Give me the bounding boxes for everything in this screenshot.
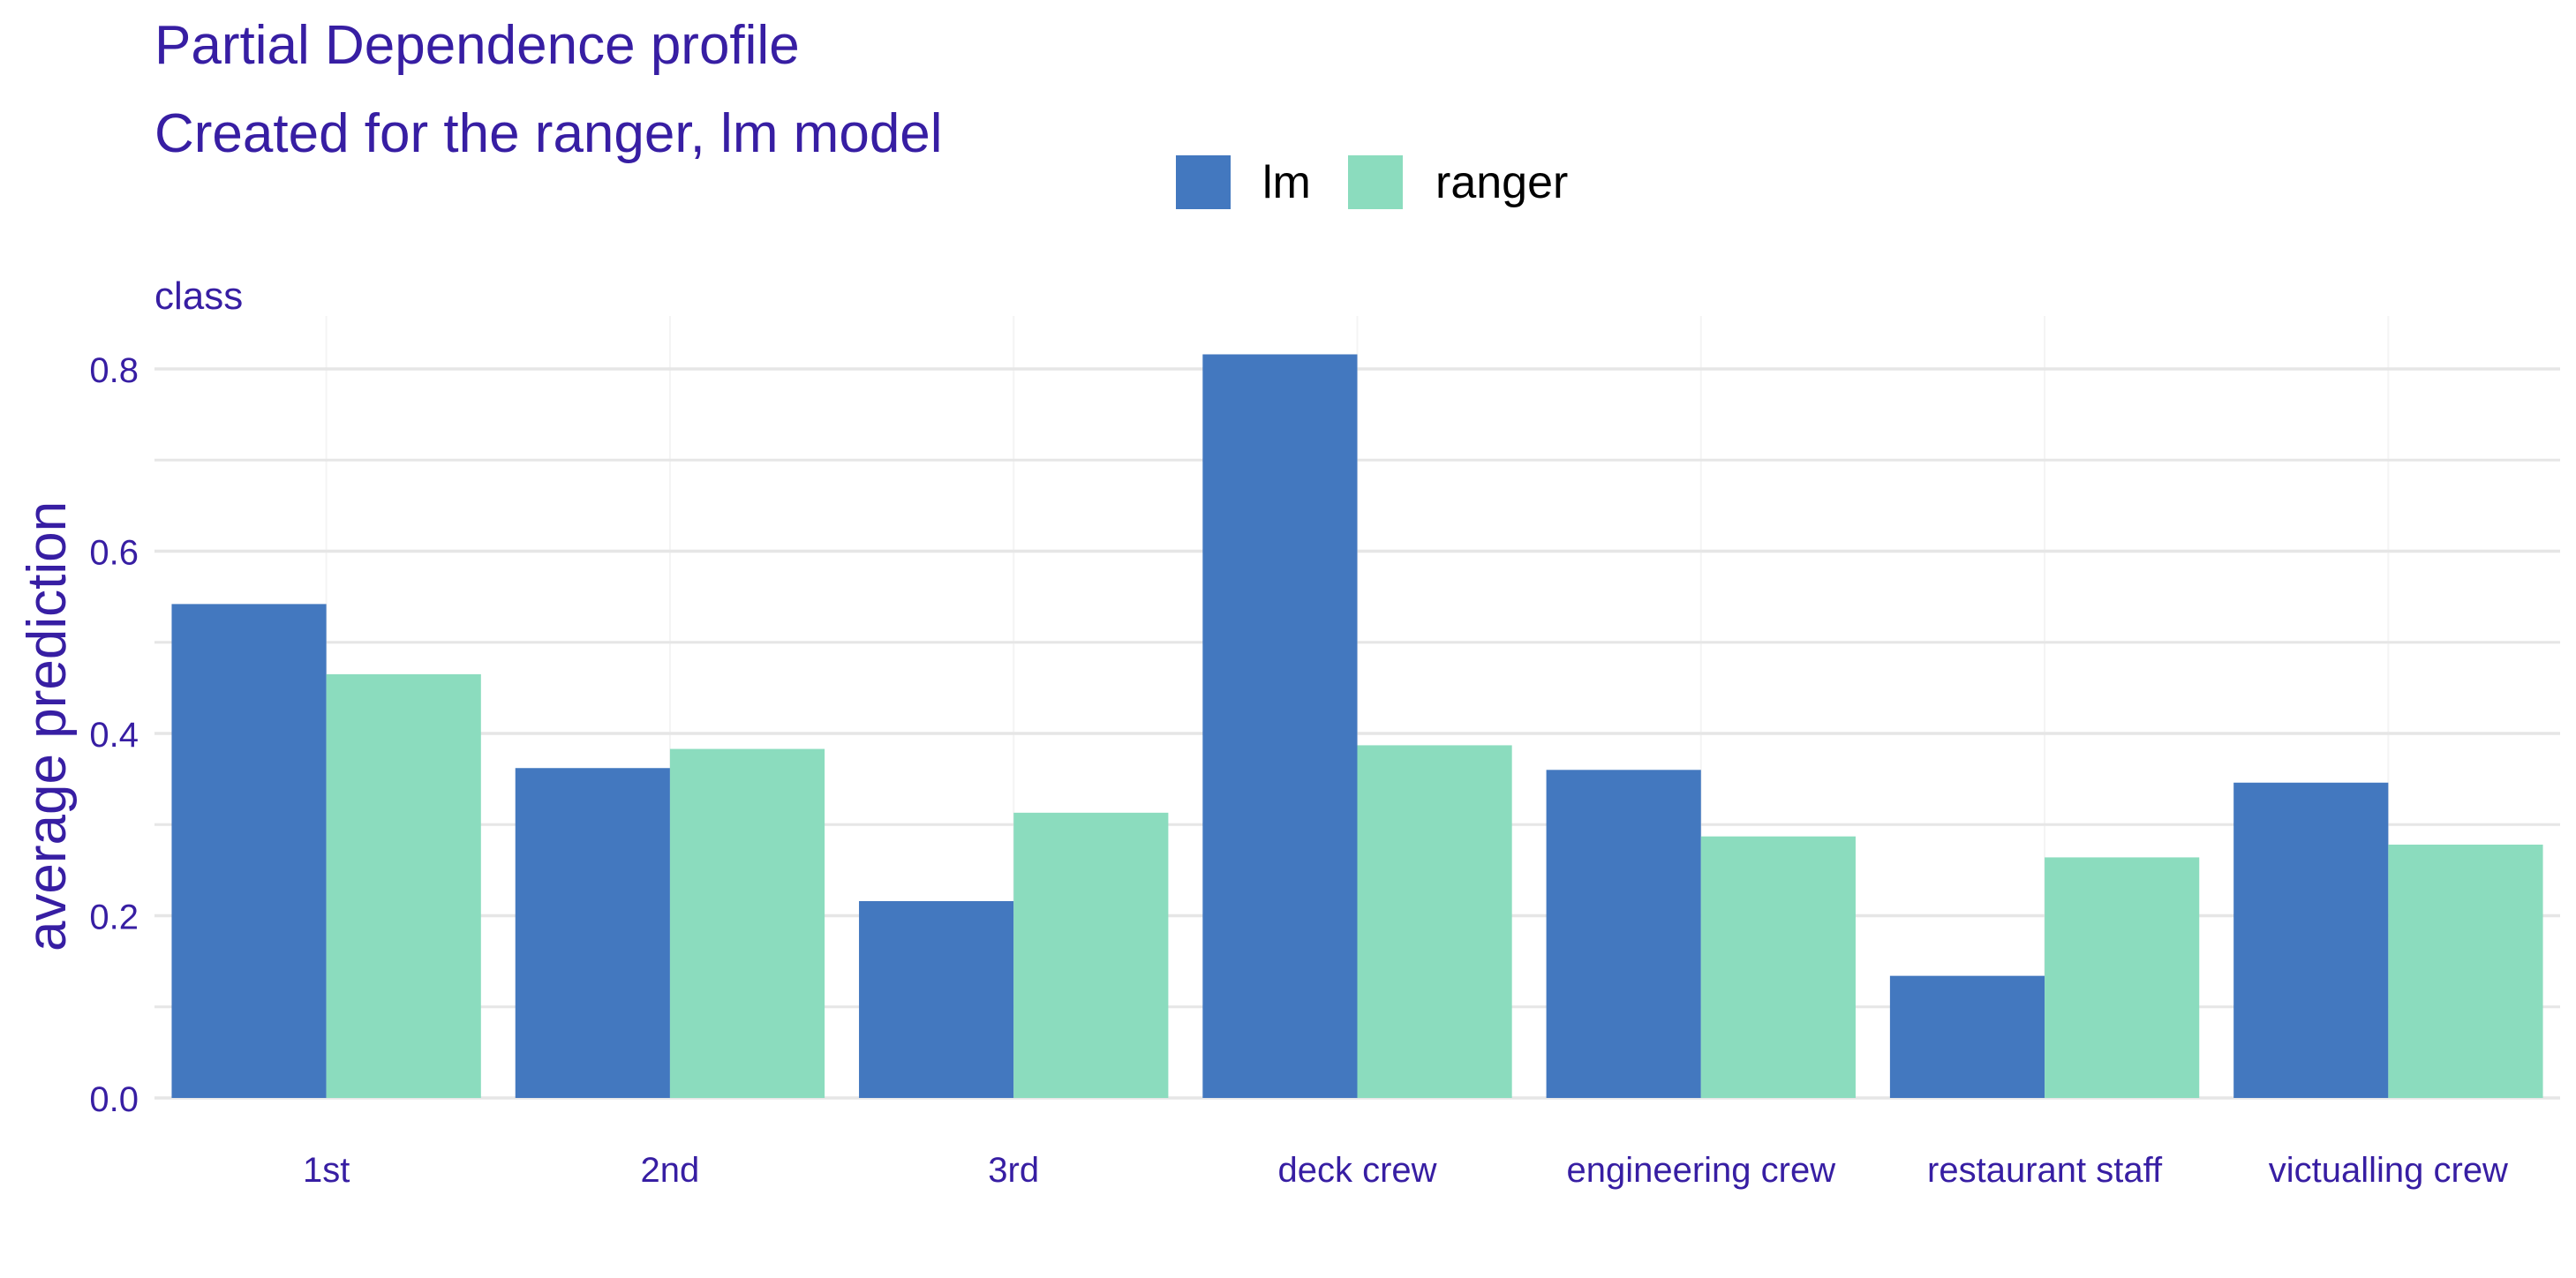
- legend: lm ranger: [1176, 155, 1568, 209]
- x-tick-label: 3rd: [988, 1151, 1039, 1190]
- bar-lm-1st: [171, 604, 327, 1098]
- chart-title: Partial Dependence profile: [154, 15, 800, 76]
- y-tick-label: 0.0: [89, 1080, 139, 1119]
- bar-ranger-1st: [326, 673, 481, 1098]
- bar-lm-victualling-crew: [2233, 782, 2389, 1098]
- y-tick-label: 0.8: [89, 351, 139, 390]
- bar-ranger-restaurant-staff: [2045, 857, 2200, 1098]
- y-tick-labels: 0.0 0.2 0.4 0.6 0.8: [89, 351, 139, 1119]
- x-tick-label: 2nd: [641, 1151, 700, 1190]
- legend-swatch-ranger: [1348, 155, 1403, 209]
- y-tick-label: 0.2: [89, 898, 139, 937]
- bar-lm-engineering-crew: [1546, 770, 1701, 1098]
- bar-lm-restaurant-staff: [1889, 975, 2045, 1098]
- bar-lm-deck-crew: [1202, 354, 1358, 1099]
- legend-label-ranger: ranger: [1435, 157, 1568, 208]
- x-tick-label: victualling crew: [2269, 1151, 2508, 1190]
- bar-ranger-2nd: [669, 748, 825, 1098]
- chart-subtitle: Created for the ranger, lm model: [154, 103, 943, 164]
- bar-lm-3rd: [859, 900, 1014, 1098]
- bar-ranger-victualling-crew: [2388, 844, 2543, 1098]
- y-axis-title: average prediction: [17, 501, 78, 951]
- legend-swatch-lm: [1176, 155, 1231, 209]
- legend-label-lm: lm: [1262, 157, 1311, 208]
- bar-ranger-deck-crew: [1357, 745, 1512, 1098]
- x-tick-labels: 1st 2nd 3rd deck crew engineering crew restau…: [303, 1151, 2508, 1190]
- x-tick-label: restaurant staff: [1927, 1151, 2163, 1190]
- bar-ranger-engineering-crew: [1700, 836, 1856, 1098]
- x-tick-label: 1st: [303, 1151, 350, 1190]
- bars: [171, 354, 2543, 1099]
- facet-label: class: [154, 274, 243, 318]
- y-tick-label: 0.4: [89, 716, 139, 755]
- x-tick-label: deck crew: [1277, 1151, 1436, 1190]
- bar-ranger-3rd: [1013, 812, 1169, 1098]
- bar-lm-2nd: [515, 768, 670, 1098]
- x-tick-label: engineering crew: [1566, 1151, 1835, 1190]
- y-tick-label: 0.6: [89, 534, 139, 573]
